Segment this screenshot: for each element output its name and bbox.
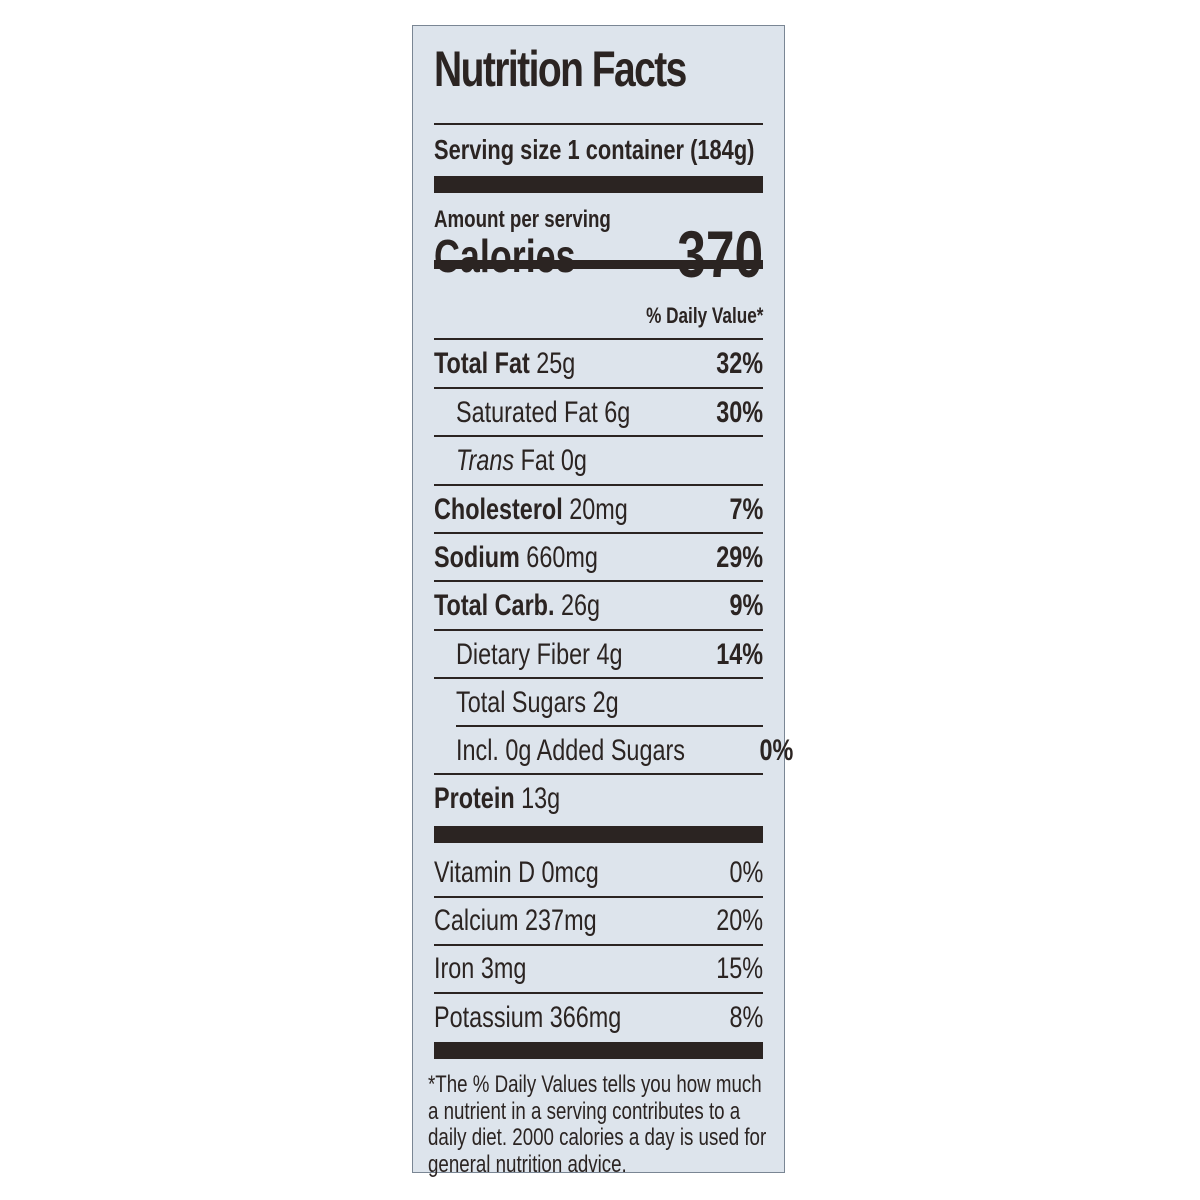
amount-per-serving: Amount per serving <box>434 206 611 233</box>
nutrient-row-cholesterol: Cholesterol 20mg 7% <box>434 493 763 526</box>
divider <box>434 992 763 994</box>
footnote: *The % Daily Values tells you how much a… <box>428 1071 767 1178</box>
divider <box>434 677 763 679</box>
nutrient-row-trans-fat: Trans Fat 0g <box>456 444 587 477</box>
divider <box>434 532 763 534</box>
nutrient-row-sodium: Sodium 660mg 29% <box>434 541 763 574</box>
serving-size: Serving size 1 container (184g) <box>434 134 755 165</box>
nutrient-row-total-sugars: Total Sugars 2g <box>456 686 619 719</box>
divider-thick <box>434 1042 763 1059</box>
divider <box>434 944 763 946</box>
nutrient-row-dietary-fiber: Dietary Fiber 4g 14% <box>456 638 763 671</box>
divider-thick <box>434 176 763 193</box>
nutrient-row-added-sugars: Incl. 0g Added Sugars 0% <box>456 734 793 767</box>
label-title: Nutrition Facts <box>434 41 687 97</box>
nutrient-row-saturated-fat: Saturated Fat 6g 30% <box>456 396 763 429</box>
divider <box>434 435 763 437</box>
divider <box>434 387 763 389</box>
nutrient-row-total-carb: Total Carb. 26g 9% <box>434 589 763 622</box>
vitamin-row-calcium: Calcium 237mg 20% <box>434 904 763 937</box>
nutrition-facts-label: Nutrition Facts Serving size 1 container… <box>412 25 793 1177</box>
nutrient-row-protein: Protein 13g <box>434 782 561 815</box>
divider-thick <box>434 826 763 843</box>
nutrient-row-total-fat: Total Fat 25g 32% <box>434 347 763 380</box>
divider <box>434 484 763 486</box>
divider <box>434 338 763 340</box>
vitamin-row-vitamin-d: Vitamin D 0mcg 0% <box>434 856 763 889</box>
divider <box>456 725 763 727</box>
divider <box>434 629 763 631</box>
divider <box>434 123 763 125</box>
daily-value-header: % Daily Value* <box>645 303 763 328</box>
divider <box>434 896 763 898</box>
divider-calories <box>434 260 763 269</box>
calories-value: 370 <box>677 217 763 291</box>
calories-label: Calories <box>434 230 576 282</box>
vitamin-row-potassium: Potassium 366mg 8% <box>434 1001 763 1034</box>
divider <box>434 580 763 582</box>
vitamin-row-iron: Iron 3mg 15% <box>434 952 763 985</box>
divider <box>434 773 763 775</box>
